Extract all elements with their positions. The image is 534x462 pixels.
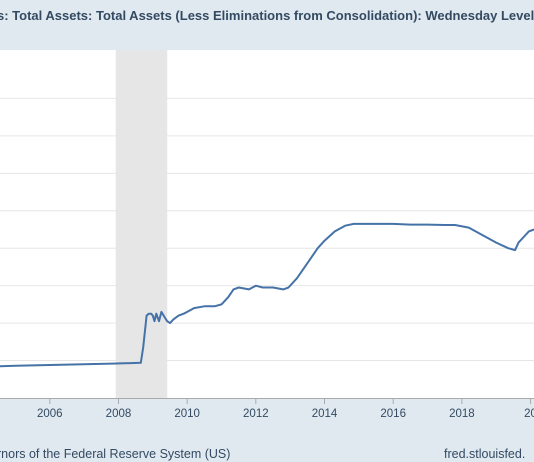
x-tick-label: 2014 [312, 408, 338, 420]
x-tick-label: 2006 [37, 408, 63, 420]
recession-band [115, 50, 168, 398]
series-line[interactable] [0, 222, 534, 368]
chart-title: s: Total Assets: Total Assets (Less Elim… [0, 8, 534, 23]
x-tick-label: 20 [524, 408, 534, 420]
recession-layer [115, 50, 168, 398]
x-tick-label: 2016 [380, 408, 406, 420]
x-tick-label: 2010 [174, 408, 200, 420]
axis-layer: 2006 2008 2010 2012 2014 2016 2018 20 [0, 398, 534, 420]
series-layer[interactable] [0, 222, 534, 368]
grid-layer [0, 97, 534, 362]
source-credit: rnors of the Federal Reserve System (US) [0, 447, 231, 461]
x-tick-label: 2018 [449, 408, 475, 420]
x-tick-label: 2012 [243, 408, 269, 420]
x-tick-label: 2008 [106, 408, 132, 420]
source-url[interactable]: fred.stlouisfed. [444, 447, 526, 461]
